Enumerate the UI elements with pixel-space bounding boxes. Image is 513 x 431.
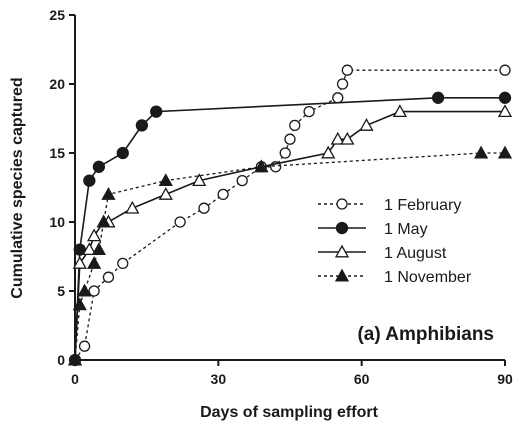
data-point — [340, 131, 355, 145]
y-tick-label: 20 — [49, 76, 65, 92]
data-point — [236, 174, 248, 187]
series-1-november — [67, 145, 513, 366]
x-axis-title: Days of sampling effort — [200, 404, 378, 421]
data-point — [497, 145, 513, 159]
data-point — [498, 91, 512, 104]
data-point — [135, 119, 149, 132]
legend: 1 February 1 May 1 August 1 November — [318, 197, 472, 286]
data-point — [474, 145, 489, 159]
data-point — [125, 200, 140, 214]
legend-item-1-february: 1 February — [318, 197, 461, 214]
panel-annotation: (a) Amphibians — [357, 324, 494, 345]
y-tick-label: 25 — [49, 7, 65, 23]
x-tick-label: 90 — [497, 371, 513, 387]
data-point — [284, 133, 296, 145]
data-point — [321, 145, 336, 159]
legend-label: 1 August — [384, 245, 447, 262]
data-point — [150, 105, 163, 118]
data-point — [87, 228, 102, 242]
series-line — [74, 152, 505, 361]
legend-marker — [334, 268, 350, 282]
data-point — [254, 159, 269, 173]
x-tick-label: 60 — [354, 371, 370, 387]
legend-marker — [335, 221, 349, 235]
data-point — [392, 104, 407, 118]
series-1-may — [68, 91, 512, 367]
y-tick-label: 0 — [57, 352, 65, 368]
legend-item-1-november: 1 November — [318, 268, 472, 286]
data-point — [82, 242, 97, 256]
data-point — [431, 91, 445, 104]
x-tick-label: 30 — [211, 371, 227, 387]
data-point — [72, 297, 87, 311]
data-point — [332, 92, 344, 104]
y-tick-label: 5 — [57, 283, 65, 299]
legend-label: 1 May — [384, 221, 428, 238]
data-point — [279, 147, 291, 159]
y-tick-label: 15 — [49, 145, 65, 161]
data-point — [88, 285, 100, 297]
data-point — [117, 257, 129, 270]
data-point — [91, 242, 106, 256]
legend-label: 1 November — [384, 269, 472, 286]
series-line — [74, 110, 505, 361]
data-point — [303, 105, 315, 118]
y-axis-title: Cumulative species captured — [9, 77, 26, 298]
data-point — [336, 78, 349, 90]
series-layer — [67, 64, 513, 367]
legend-item-1-august: 1 August — [318, 244, 447, 262]
legend-marker — [334, 244, 350, 258]
data-point — [102, 271, 115, 283]
y-tick-label: 10 — [49, 214, 65, 230]
data-point — [116, 146, 129, 160]
data-point — [289, 119, 301, 132]
data-point — [217, 188, 229, 201]
data-point — [497, 104, 513, 118]
data-point — [72, 256, 87, 269]
x-tick-label: 0 — [71, 371, 79, 387]
data-point — [87, 256, 102, 269]
series-1-february — [69, 64, 511, 366]
data-point — [83, 174, 96, 187]
legend-item-1-may: 1 May — [318, 221, 428, 238]
data-point — [341, 64, 353, 76]
data-point — [78, 340, 91, 352]
data-point — [101, 187, 116, 200]
data-point — [77, 283, 92, 297]
data-point — [67, 352, 83, 366]
data-point — [198, 202, 210, 214]
data-point — [192, 173, 207, 187]
data-point — [96, 214, 111, 228]
data-point — [330, 131, 345, 145]
series-line — [74, 69, 505, 361]
data-point — [499, 64, 511, 76]
ticks: 0 5 10 15 20 25 0 30 60 90 — [49, 7, 513, 387]
data-point — [359, 118, 374, 131]
data-point — [158, 173, 173, 187]
legend-label: 1 February — [384, 197, 461, 214]
data-point — [92, 160, 106, 173]
axes — [74, 15, 505, 361]
data-point — [158, 187, 173, 200]
series-1-august — [67, 104, 513, 366]
data-point — [174, 216, 186, 228]
legend-marker — [336, 198, 348, 210]
